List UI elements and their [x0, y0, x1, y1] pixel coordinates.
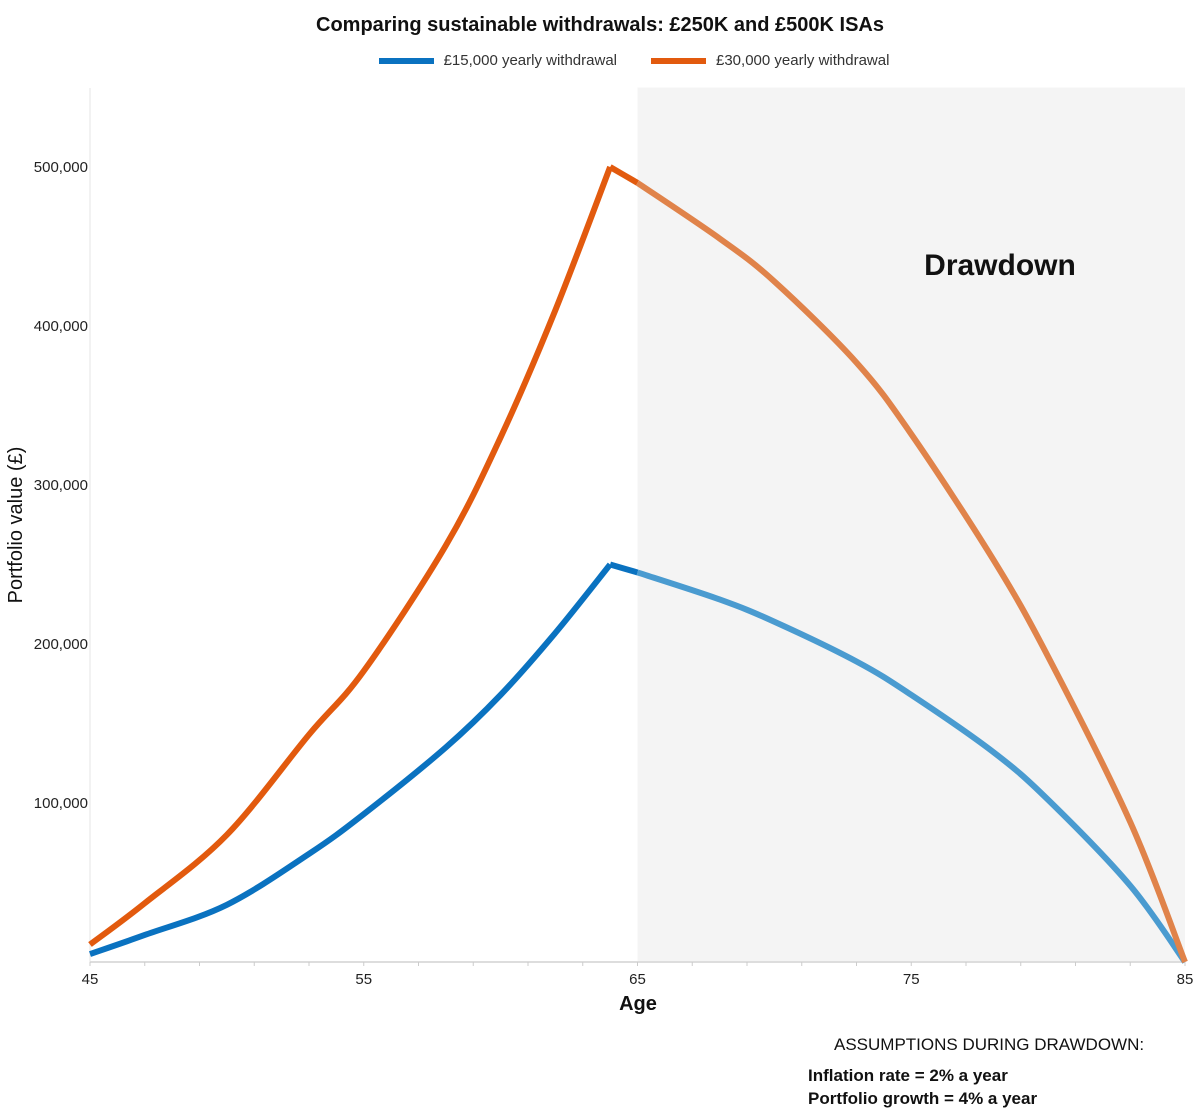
- assumptions-heading: ASSUMPTIONS DURING DRAWDOWN:: [834, 1035, 1145, 1054]
- x-tick-label: 85: [1177, 971, 1194, 988]
- series-orange-drawdown-line: [635, 180, 1188, 964]
- assumption-growth: Portfolio growth = 4% a year: [808, 1089, 1038, 1108]
- x-tick-label: 75: [903, 971, 920, 988]
- assumption-inflation: Inflation rate = 2% a year: [808, 1066, 1008, 1085]
- x-axis-title: Age: [619, 993, 657, 1015]
- y-tick-label: 500,000: [34, 159, 88, 176]
- drawdown-region: [637, 87, 1185, 962]
- x-tick-label: 55: [355, 971, 372, 988]
- y-tick-label: 200,000: [34, 636, 88, 653]
- legend-swatch-orange: [651, 57, 706, 64]
- series-blue-drawdown-line: [636, 569, 1188, 964]
- x-tick-label: 45: [82, 971, 99, 988]
- series-orange-accumulation-line: [88, 165, 613, 947]
- y-tick-label: 100,000: [34, 795, 88, 812]
- chart-title: Comparing sustainable withdrawals: £250K…: [316, 14, 884, 36]
- legend-item-30k: £30,000 yearly withdrawal: [651, 52, 889, 69]
- legend-swatch-blue: [378, 57, 434, 64]
- series-blue-transition-line: [609, 561, 639, 576]
- legend-item-15k: £15,000 yearly withdrawal: [378, 52, 617, 69]
- series-blue-accumulation-line: [89, 562, 613, 957]
- y-axis-title: Portfolio value (£): [5, 447, 27, 604]
- legend: £15,000 yearly withdrawal £30,000 yearly…: [0, 52, 1200, 69]
- series-orange-transition-line: [608, 164, 640, 186]
- legend-label: £15,000 yearly withdrawal: [443, 52, 617, 69]
- y-tick-label: 300,000: [34, 477, 88, 494]
- drawdown-label: Drawdown: [924, 249, 1076, 282]
- legend-label: £30,000 yearly withdrawal: [716, 52, 890, 69]
- x-tick-label: 65: [629, 971, 646, 988]
- y-tick-label: 400,000: [34, 318, 88, 335]
